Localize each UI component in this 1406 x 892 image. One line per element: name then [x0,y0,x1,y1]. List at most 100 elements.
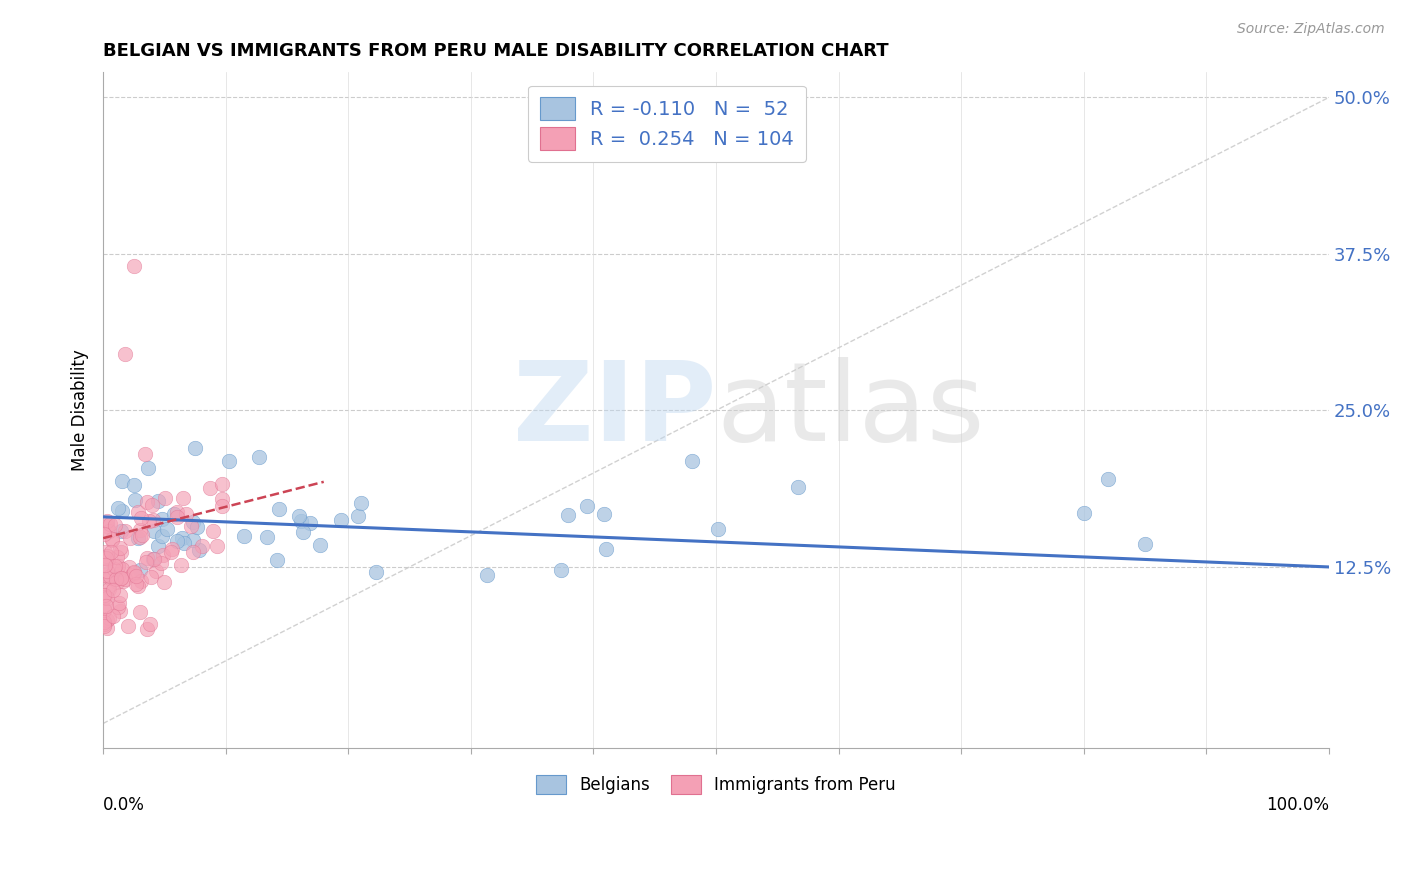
Point [170,558,193,572]
Point [97,524,120,539]
Point [134,447,156,461]
Point [287,508,309,523]
Point [93,602,115,616]
Point [150,556,173,570]
Point [110,474,132,488]
Point [787,480,810,494]
Point [93,526,115,541]
Point [218,454,240,468]
Point [112,574,135,588]
Point [129,511,152,525]
Point [93,618,115,632]
Point [142,551,165,566]
Point [148,493,170,508]
Point [163,508,186,522]
Point [96,519,118,533]
Point [118,559,141,574]
Point [101,532,124,546]
Point [156,522,179,536]
Point [122,566,145,580]
Point [98,571,121,585]
Point [256,530,278,544]
Point [124,492,146,507]
Point [96,564,118,578]
Point [104,572,127,586]
Point [94,545,117,559]
Point [191,539,214,553]
Point [145,564,167,578]
Point [98,569,121,583]
Point [101,609,124,624]
Point [93,588,115,602]
Point [103,562,125,576]
Point [299,516,322,530]
Point [267,501,290,516]
Point [120,531,142,545]
Point [183,533,205,547]
Point [166,505,188,519]
Point [681,454,703,468]
Point [364,566,387,580]
Point [110,571,132,585]
Point [104,518,127,533]
Point [346,509,368,524]
Point [172,491,194,506]
Point [93,617,115,632]
Point [129,523,152,537]
Point [114,572,136,586]
Point [266,553,288,567]
Point [186,520,208,534]
Point [98,516,121,531]
Point [108,588,131,602]
Point [205,539,228,553]
Point [136,551,159,566]
Point [122,566,145,580]
Y-axis label: Male Disability: Male Disability [72,350,89,471]
Text: 100.0%: 100.0% [1265,796,1329,814]
Point [166,509,188,524]
Point [114,524,136,538]
Point [96,613,118,627]
Point [139,570,162,584]
Point [129,530,152,544]
Point [94,551,117,566]
Point [100,545,122,559]
Point [111,504,134,518]
Point [183,515,205,529]
Point [153,491,176,505]
Point [93,568,115,582]
Point [575,499,598,513]
Point [152,549,174,563]
Point [232,529,254,543]
Point [184,442,207,456]
Point [127,505,149,519]
Point [108,596,131,610]
Point [104,558,127,573]
Point [1097,472,1119,486]
Point [96,621,118,635]
Point [129,562,152,576]
Point [107,559,129,574]
Point [309,538,332,552]
Point [111,562,134,576]
Point [93,591,115,606]
Point [128,605,150,619]
Point [131,527,153,541]
Point [94,558,117,573]
Point [121,568,143,582]
Point [105,549,128,564]
Point [173,536,195,550]
Point [202,524,225,538]
Point [97,611,120,625]
Point [110,571,132,585]
Point [1073,506,1095,520]
Point [211,491,233,506]
Point [290,514,312,528]
Point [350,496,373,510]
Point [174,507,197,521]
Point [124,569,146,583]
Point [159,545,181,559]
Text: atlas: atlas [716,357,984,464]
Point [475,567,498,582]
Point [93,588,115,602]
